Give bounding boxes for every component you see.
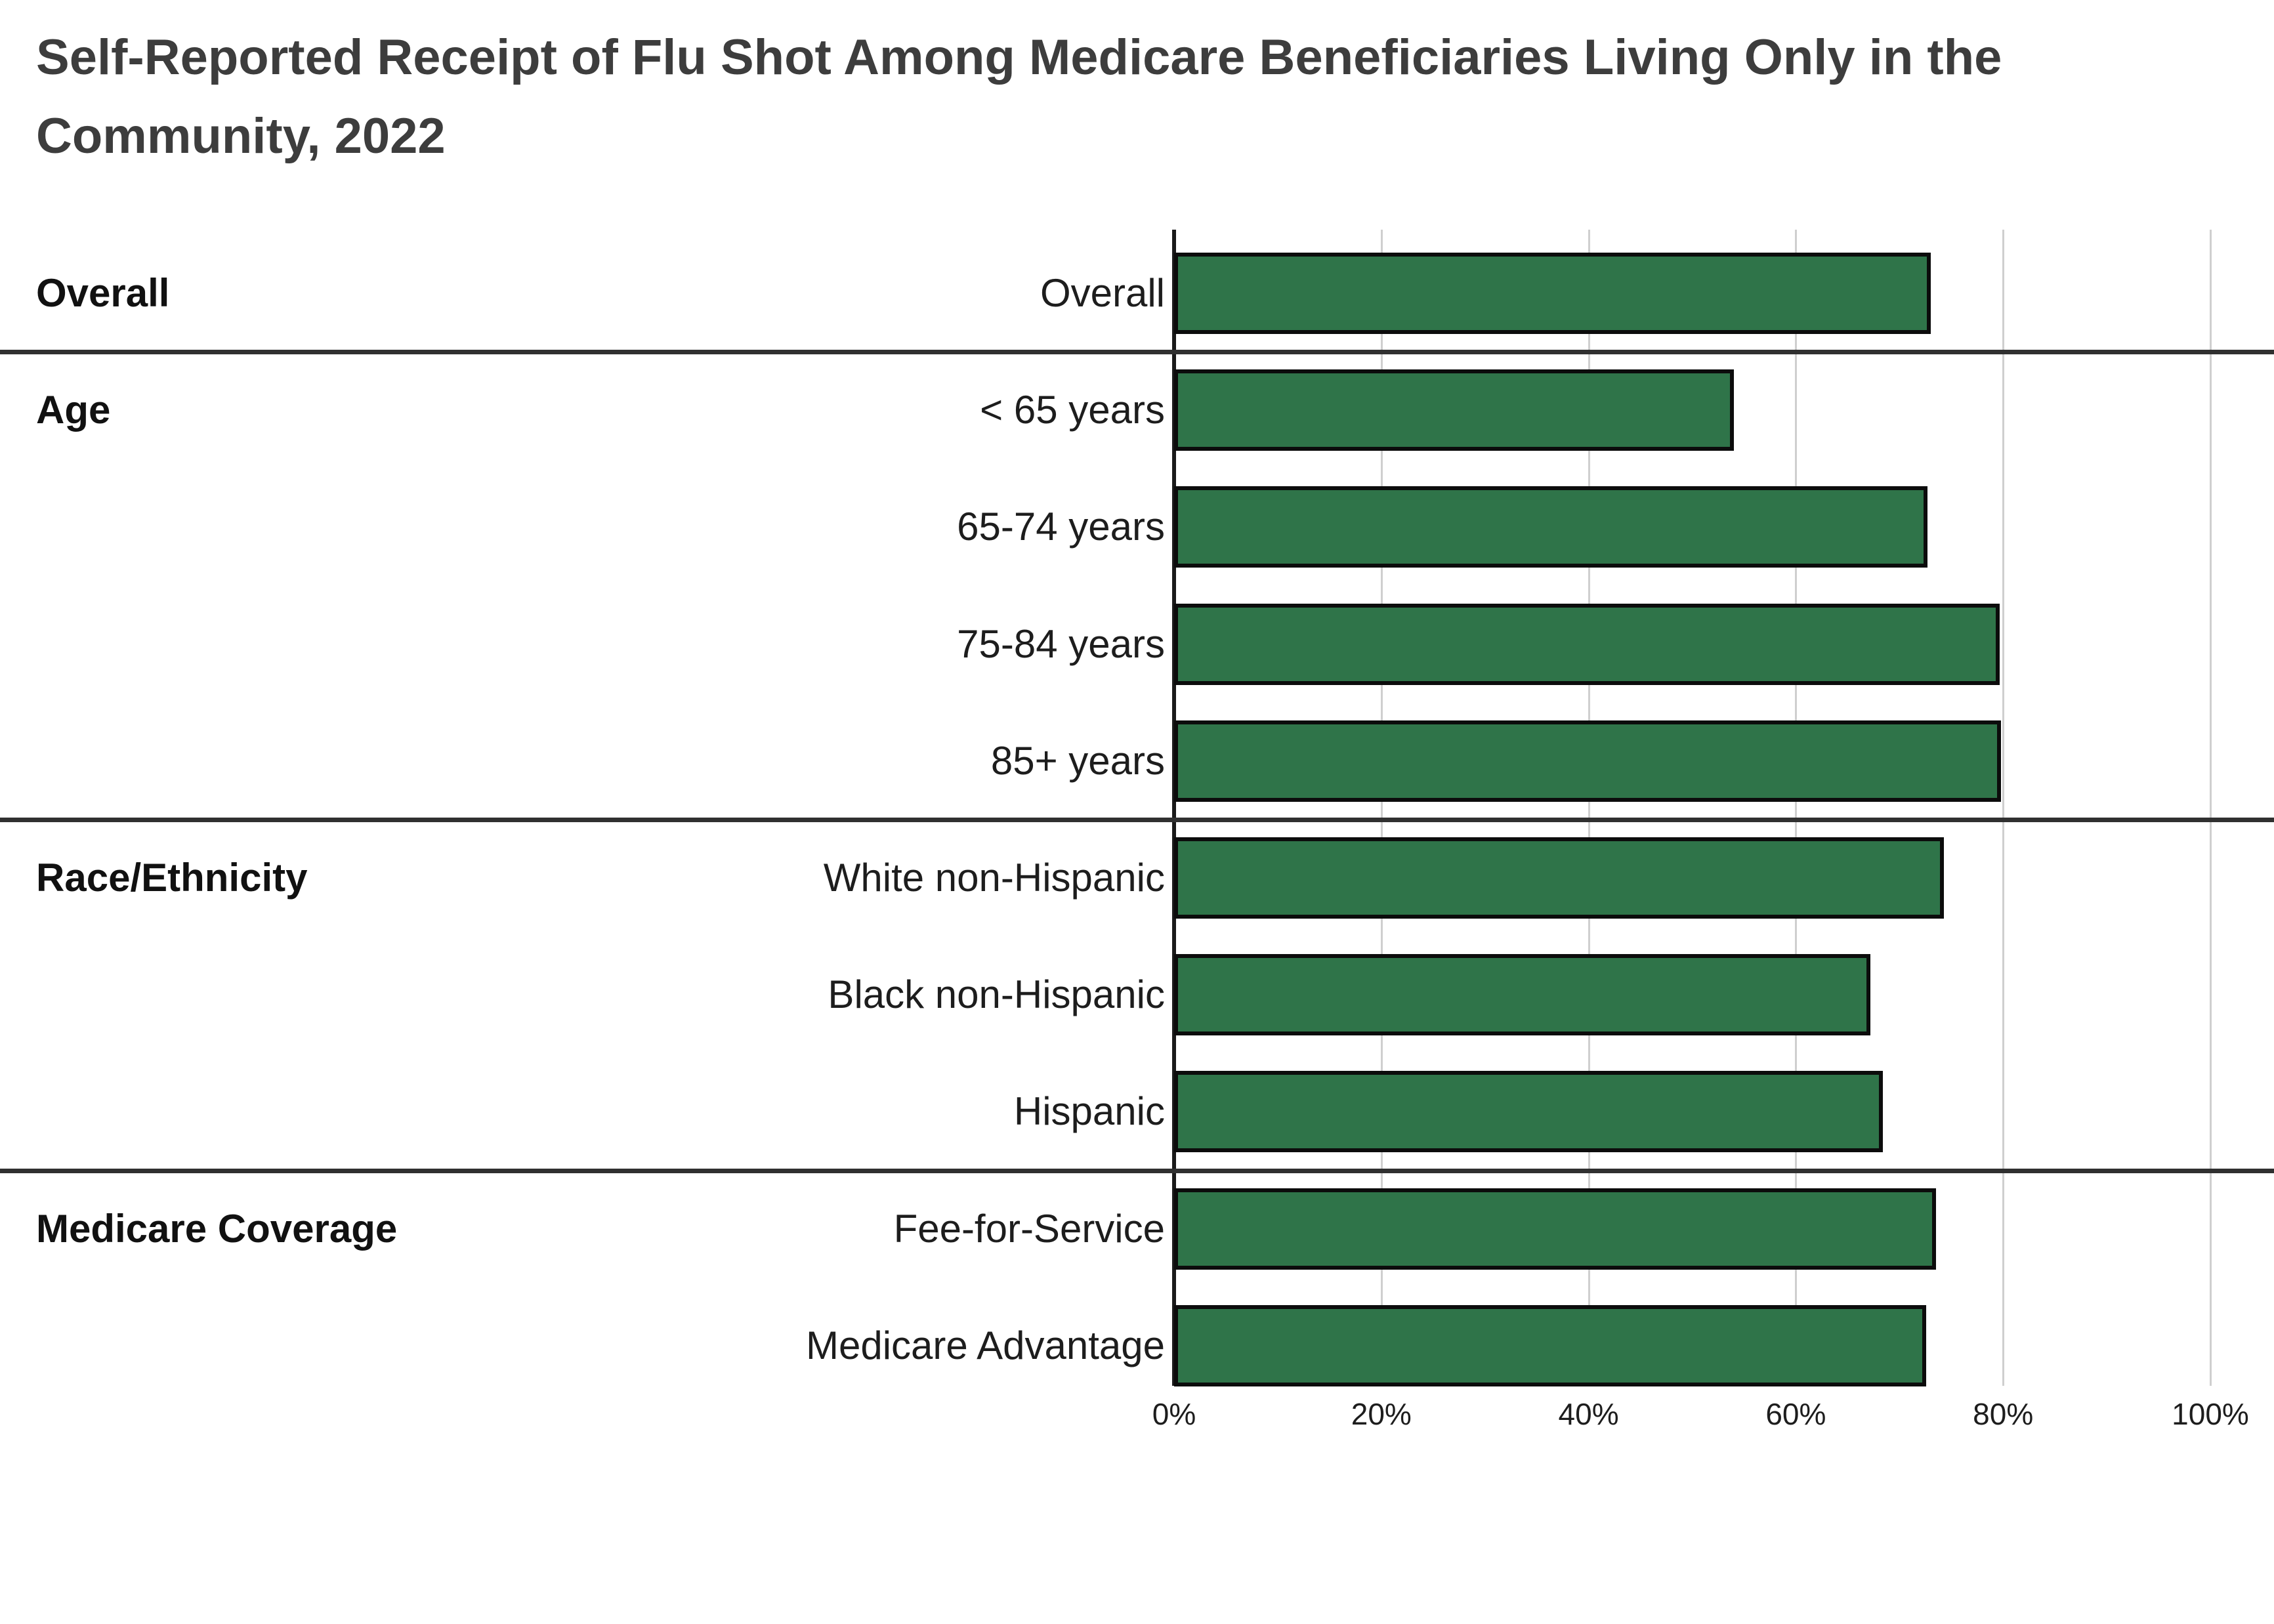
bar-black-non-hispanic	[1174, 954, 1871, 1036]
tick-label-0: 0%	[1152, 1397, 1196, 1431]
category-label-hispanic: Hispanic	[1013, 1089, 1165, 1134]
category-label-85-years: 85+ years	[990, 738, 1165, 783]
group-separator-1	[0, 350, 2274, 355]
tick-label-60: 60%	[1765, 1397, 1826, 1431]
group-label-age: Age	[36, 388, 111, 432]
bar-white-non-hispanic	[1174, 837, 1945, 919]
bar-85-years	[1174, 720, 2002, 802]
bar-overall	[1174, 253, 1931, 334]
tick-label-20: 20%	[1351, 1397, 1412, 1431]
bar-medicare-advantage	[1174, 1304, 1927, 1386]
tick-label-80: 80%	[1973, 1397, 2034, 1431]
bar-hispanic	[1174, 1071, 1884, 1153]
group-separator-2	[0, 817, 2274, 822]
category-label-75-84-years: 75-84 years	[957, 621, 1165, 666]
group-label-overall: Overall	[36, 271, 170, 315]
chart-title-line2: Community, 2022	[36, 108, 446, 165]
gridline-20	[1380, 230, 1383, 1386]
category-label-black-non-hispanic: Black non-Hispanic	[828, 972, 1165, 1017]
bar-65-74-years	[1174, 486, 1927, 568]
tick-label-100: 100%	[2172, 1397, 2249, 1431]
group-label-race-ethnicity: Race/Ethnicity	[36, 856, 308, 900]
category-label-65-years: < 65 years	[980, 388, 1165, 432]
category-label-overall: Overall	[1040, 271, 1165, 315]
chart-title-line1: Self-Reported Receipt of Flu Shot Among …	[36, 30, 2002, 85]
chart-title: Self-Reported Receipt of Flu Shot Among …	[36, 18, 2228, 176]
gridline-80	[2002, 230, 2005, 1386]
category-label-65-74-years: 65-74 years	[957, 505, 1165, 549]
group-label-medicare-coverage: Medicare Coverage	[36, 1206, 398, 1251]
category-label-fee-for-service: Fee-for-Service	[893, 1206, 1165, 1251]
gridline-100	[2210, 230, 2212, 1386]
bar-75-84-years	[1174, 603, 2000, 685]
gridline-60	[1795, 230, 1798, 1386]
tick-label-40: 40%	[1558, 1397, 1619, 1431]
category-label-medicare-advantage: Medicare Advantage	[805, 1323, 1165, 1367]
category-label-white-non-hispanic: White non-Hispanic	[823, 856, 1165, 900]
gridline-40	[1588, 230, 1590, 1386]
bar-fee-for-service	[1174, 1188, 1936, 1270]
group-separator-3	[0, 1168, 2274, 1173]
y-axis-line	[1172, 230, 1176, 1386]
bar-65-years	[1174, 369, 1734, 451]
